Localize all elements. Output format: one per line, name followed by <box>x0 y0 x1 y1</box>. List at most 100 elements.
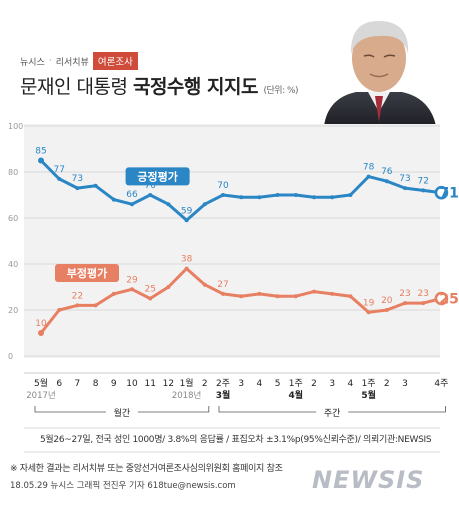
x-tick-label: 1주 <box>362 378 376 389</box>
x-tick-label: 2 <box>384 379 390 389</box>
x-tick-label: 8 <box>93 379 99 389</box>
data-label: 66 <box>126 190 138 200</box>
legend-label: 긍정평가 <box>137 169 177 183</box>
data-point <box>111 197 116 202</box>
data-label: 20 <box>381 296 393 306</box>
data-point <box>221 193 225 197</box>
data-label: 27 <box>217 280 228 290</box>
data-point <box>130 202 134 207</box>
data-label: 70 <box>144 181 156 191</box>
data-point <box>348 193 353 197</box>
y-tick-label: 100 <box>8 122 23 131</box>
data-point <box>148 296 153 301</box>
source-tag-researchview: 리서치뷰 <box>55 57 89 68</box>
x-tick-label: 4주 <box>434 378 448 389</box>
data-point <box>130 287 134 292</box>
end-point <box>434 185 449 200</box>
y-tick-label: 60 <box>8 214 18 223</box>
data-point <box>166 202 171 207</box>
final-value-label: 25% <box>439 292 459 308</box>
data-label: 59 <box>181 206 193 216</box>
data-label: 78 <box>363 163 375 173</box>
data-point <box>275 193 280 197</box>
data-point <box>384 179 389 184</box>
credit-line: 18.05.29 뉴시스 그래픽 전진우 기자 618tue@newsis.co… <box>10 481 236 491</box>
chart-title: 문재인 대통령 국정수행 지지도 (단위: %) <box>20 72 299 99</box>
data-point <box>239 294 244 299</box>
start-point <box>38 157 44 164</box>
x-tick-label: 3 <box>402 379 408 389</box>
data-point <box>312 289 316 294</box>
x-tick-label: 11 <box>144 379 155 389</box>
legend-badge <box>55 264 119 282</box>
x-sub-label: 3월 <box>216 389 231 401</box>
data-label: 77 <box>53 165 64 175</box>
x-tick-label: 1주 <box>289 378 303 389</box>
president-portrait-image <box>324 20 436 126</box>
data-point <box>366 174 371 179</box>
bracket-label-bg <box>105 406 138 418</box>
data-point <box>293 294 298 299</box>
data-point <box>111 291 116 296</box>
data-point <box>166 285 171 289</box>
data-point <box>93 303 98 308</box>
data-label: 10 <box>35 319 47 329</box>
data-point <box>239 195 244 200</box>
approval-series: 85 77 73 66 70 59 70 78 76 73 72 71% 긍정평가 <box>35 147 459 223</box>
x-tick-label: 3 <box>238 379 244 389</box>
y-tick-label: 20 <box>8 306 18 315</box>
data-label: 38 <box>181 255 193 265</box>
x-tick-label: 2주 <box>216 378 230 389</box>
newsis-logo: NEWSIS <box>312 466 425 494</box>
x-tick-label: 5월 <box>34 377 48 389</box>
x-sub-label: 4월 <box>289 389 304 401</box>
data-point <box>257 195 262 200</box>
data-label: 76 <box>381 167 393 177</box>
data-point <box>275 294 280 299</box>
x-tick-label: 4 <box>257 379 263 389</box>
x-tick-label: 7 <box>75 379 81 389</box>
data-point <box>312 195 316 200</box>
data-label: 72 <box>417 176 428 186</box>
data-point <box>384 308 389 312</box>
title-bold: 국정수행 지지도 <box>132 76 258 98</box>
data-point <box>148 193 153 197</box>
period-bracket: 주간 <box>218 406 446 419</box>
data-point <box>403 186 407 191</box>
data-label: 70 <box>217 181 229 191</box>
y-tick-label: 40 <box>8 260 18 269</box>
x-sub-label: 5월 <box>361 389 376 401</box>
data-point <box>75 186 80 191</box>
y-tick-label: 80 <box>8 168 18 177</box>
final-value-label: 71% <box>439 186 459 202</box>
data-point <box>57 176 62 181</box>
data-point <box>221 291 225 296</box>
data-point <box>348 294 353 299</box>
x-tick-label: 1월 <box>180 377 194 389</box>
data-label: 25 <box>144 285 155 295</box>
data-label: 19 <box>363 298 375 308</box>
x-tick-label: 5 <box>275 379 281 389</box>
bracket-label-bg <box>316 406 349 418</box>
data-label: 29 <box>126 275 138 285</box>
unit-label: (단위: %) <box>263 86 299 96</box>
data-label: 22 <box>72 291 83 301</box>
data-label: 23 <box>417 289 428 299</box>
data-point <box>184 218 189 223</box>
x-tick-label: 4 <box>348 379 354 389</box>
source-tag-newsis: 뉴시스 <box>20 57 45 68</box>
data-point <box>421 301 426 306</box>
footnote: ※ 자세한 결과는 리서치뷰 또는 중앙선거여론조사심의위원회 홈페이지 참조 <box>10 464 283 474</box>
data-point <box>257 291 262 296</box>
x-sub-label: 2017년 <box>26 390 55 401</box>
data-label: 23 <box>399 289 410 299</box>
data-point <box>421 188 426 193</box>
data-point <box>184 266 189 271</box>
data-point <box>293 193 298 197</box>
legend-badge <box>125 167 190 186</box>
data-point <box>75 303 80 308</box>
x-tick-label: 10 <box>126 379 138 389</box>
x-tick-label: 6 <box>56 379 62 389</box>
separator-dot: · <box>48 56 52 66</box>
data-label: 85 <box>35 147 46 157</box>
